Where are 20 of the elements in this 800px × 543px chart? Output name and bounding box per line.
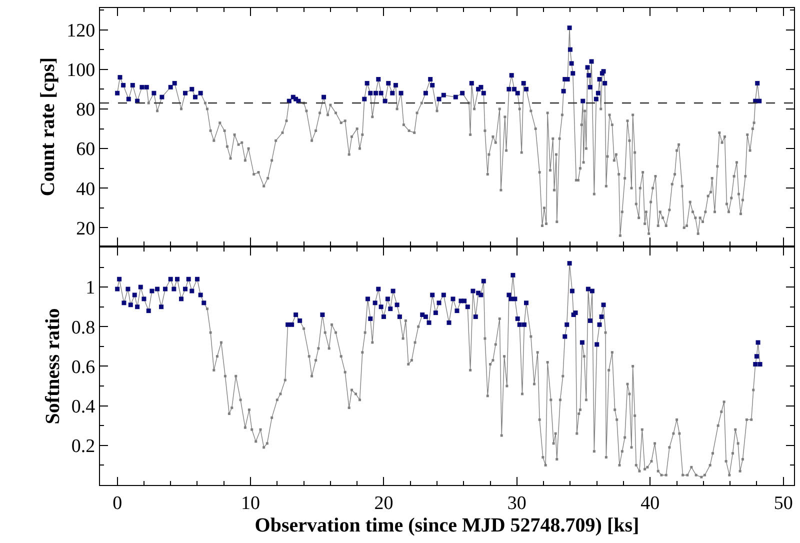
y-axis-title: Softness ratio bbox=[42, 308, 64, 424]
y-tick-label: 80 bbox=[76, 100, 96, 121]
y-tick-label: 100 bbox=[66, 60, 96, 82]
x-tick-label: 20 bbox=[374, 492, 394, 514]
x-axis-title: Observation time (since MJD 52748.709) [ks] bbox=[254, 514, 640, 536]
y-tick-label: 0.4 bbox=[71, 396, 96, 418]
y-tick-label: 60 bbox=[76, 139, 96, 160]
y-tick-label: 0.2 bbox=[71, 436, 96, 458]
x-tick-label: 30 bbox=[507, 492, 526, 514]
x-tick-label: 40 bbox=[640, 492, 660, 514]
x-tick-label: 10 bbox=[241, 492, 260, 514]
x-tick-label: 50 bbox=[774, 492, 793, 514]
y-axis-title: Count rate [cps] bbox=[37, 57, 60, 196]
y-tick-label: 40 bbox=[76, 178, 96, 200]
y-tick-label: 20 bbox=[76, 218, 96, 240]
x-tick-label: 0 bbox=[112, 492, 122, 514]
y-tick-label: 0.8 bbox=[71, 317, 96, 338]
y-tick-label: 1 bbox=[86, 278, 96, 299]
y-tick-label: 0.6 bbox=[71, 356, 96, 378]
y-tick-label: 120 bbox=[66, 20, 96, 42]
